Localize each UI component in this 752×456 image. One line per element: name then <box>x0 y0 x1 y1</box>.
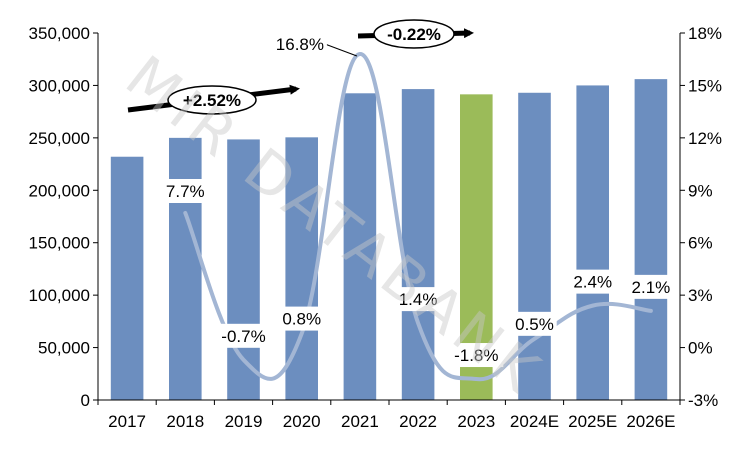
data-label-2025E: 2.4% <box>573 273 612 292</box>
left-tick-label: 350,000 <box>29 24 90 43</box>
data-label-bg-2024E <box>512 311 557 336</box>
bar-2018 <box>169 137 202 400</box>
data-label-bg-2022 <box>395 287 441 312</box>
data-label-bg-2025E <box>570 269 615 294</box>
data-labels-layer: 7.7% -0.7% 0.8% 16.8% 1.4% -1.8% 0.5% 2.4% 2.1% <box>163 31 674 368</box>
data-label-2020: 0.8% <box>282 310 321 329</box>
data-label-bg-2019 <box>216 323 271 348</box>
x-tick-label: 2025E <box>568 412 617 431</box>
x-tick-label: 2022 <box>399 412 437 431</box>
left-tick-label: 300,000 <box>29 76 90 95</box>
x-tick-label: 2024E <box>510 412 559 431</box>
right-tick-label: 9% <box>688 181 713 200</box>
left-tick-label: 150,000 <box>29 234 90 253</box>
data-label-2022: 1.4% <box>399 290 438 309</box>
data-label-bg-2018 <box>163 179 208 204</box>
bar-2026E <box>634 79 668 400</box>
left-tick-label: 250,000 <box>29 129 90 148</box>
data-label-bg-2021 <box>272 31 327 56</box>
data-label-2023: -1.8% <box>454 346 498 365</box>
data-label-2026E: 2.1% <box>632 278 671 297</box>
x-tick-label: 2018 <box>166 412 204 431</box>
data-label-2018: 7.7% <box>166 182 205 201</box>
x-tick-label: 2026E <box>626 412 675 431</box>
data-label-2021: 16.8% <box>276 35 324 54</box>
left-tick-label: 100,000 <box>29 286 90 305</box>
right-tick-label: 12% <box>688 129 722 148</box>
right-tick-label: -3% <box>688 391 718 410</box>
bar-2019 <box>227 139 260 400</box>
cagr-2023-2026-label: -0.22% <box>387 25 441 44</box>
data-label-bg-2026E <box>628 274 674 299</box>
data-label-leader <box>324 43 358 57</box>
axes-layer: 0 50,000 100,000 150,000 200,000 250,000 300,0… <box>29 24 722 431</box>
cagr-2017-2022-oval <box>167 85 257 115</box>
cagr-2023-2026-oval <box>373 19 455 49</box>
x-tick-label: 2017 <box>108 412 146 431</box>
data-label-bg-2020 <box>279 306 324 331</box>
right-tick-label: 15% <box>688 76 722 95</box>
right-tick-label: 6% <box>688 234 713 253</box>
cagr-2017-2022-label: +2.52% <box>183 91 241 110</box>
right-tick-label: 3% <box>688 286 713 305</box>
data-label-2024E: 0.5% <box>515 315 554 334</box>
bar-2017 <box>110 156 144 400</box>
bar-2021 <box>343 93 377 401</box>
bar-2025E <box>576 85 609 400</box>
left-tick-label: 50,000 <box>38 339 90 358</box>
x-tick-label: 2021 <box>341 412 379 431</box>
data-label-bg-2023 <box>449 343 504 368</box>
left-tick-label: 0 <box>81 391 90 410</box>
left-tick-label: 200,000 <box>29 181 90 200</box>
right-tick-label: 0% <box>688 339 713 358</box>
x-tick-label: 2023 <box>457 412 495 431</box>
data-label-2019: -0.7% <box>221 327 265 346</box>
x-tick-label: 2019 <box>225 412 263 431</box>
annotations-layer: +2.52% -0.22% <box>127 19 474 115</box>
right-tick-label: 18% <box>688 24 722 43</box>
x-tick-label: 2020 <box>283 412 321 431</box>
